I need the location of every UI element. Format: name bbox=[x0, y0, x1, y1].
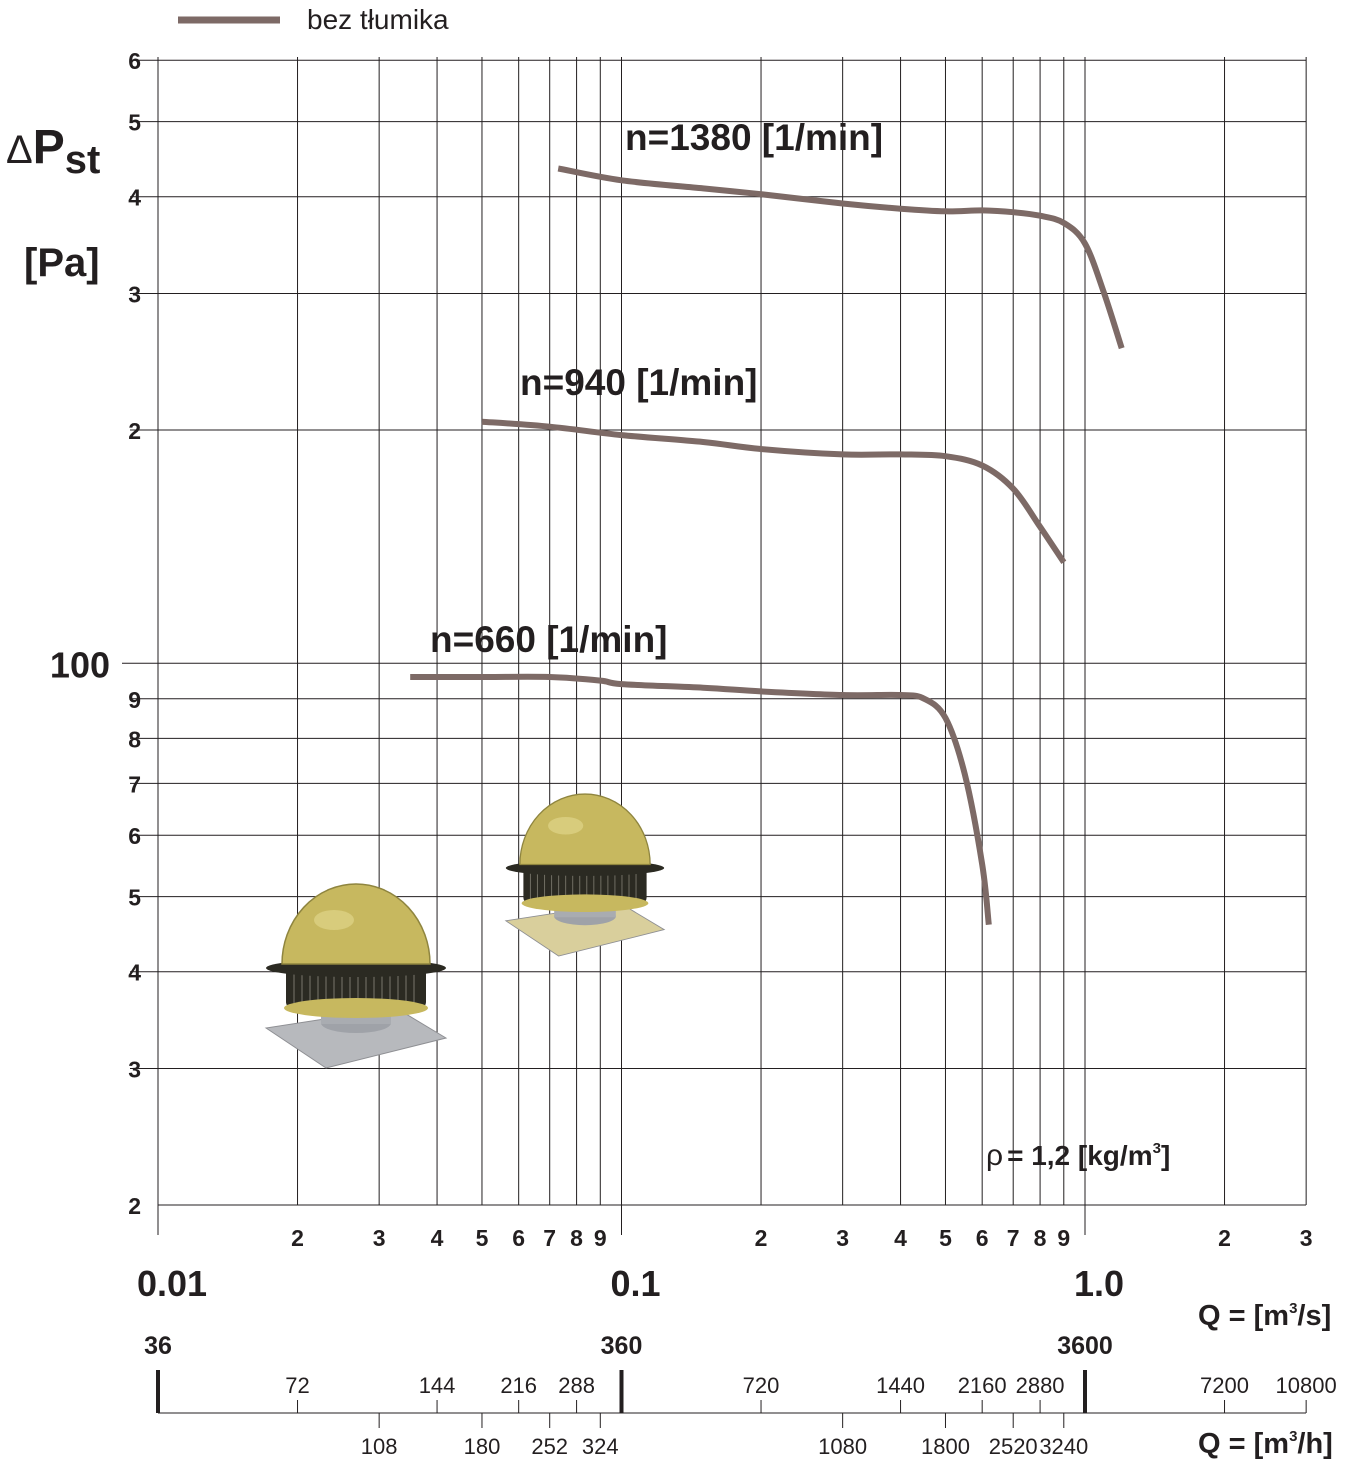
y-tick-label: 5 bbox=[128, 110, 141, 136]
y-tick-label: 4 bbox=[128, 960, 141, 986]
series-label: n=1380 [1/min] bbox=[625, 117, 883, 158]
x-major-label: 1.0 bbox=[1074, 1263, 1124, 1304]
dome-highlight bbox=[314, 910, 354, 930]
x-major-label: 0.1 bbox=[610, 1263, 660, 1304]
fan-picture-right bbox=[504, 793, 666, 957]
m3h-label: 216 bbox=[500, 1373, 537, 1398]
m3h-label: 720 bbox=[743, 1373, 780, 1398]
density-annotation: ρ = 1,2 [kg/m3] bbox=[986, 1139, 1170, 1172]
m3h-label: 2160 bbox=[958, 1373, 1007, 1398]
m3h-major-label: 3600 bbox=[1057, 1332, 1113, 1360]
m3h-label: 10800 bbox=[1276, 1373, 1337, 1398]
y-tick-label: 3 bbox=[128, 1057, 141, 1083]
m3h-label: 1800 bbox=[921, 1434, 970, 1459]
series-label: n=660 [1/min] bbox=[430, 619, 668, 660]
fan-grille bbox=[286, 968, 426, 1008]
x-tick-label: 3 bbox=[373, 1225, 386, 1251]
x-tick-label: 2 bbox=[1218, 1225, 1231, 1251]
y-axis-unit: [Pa] bbox=[24, 241, 100, 285]
series-line-0 bbox=[557, 165, 1125, 350]
m3h-label: 3240 bbox=[1039, 1434, 1088, 1459]
y-tick-label: 8 bbox=[128, 726, 141, 752]
series-line-1 bbox=[481, 418, 1067, 564]
x-tick-label: 7 bbox=[1007, 1225, 1020, 1251]
dome-highlight bbox=[548, 816, 584, 835]
m3h-label: 252 bbox=[531, 1434, 568, 1459]
m3h-label: 108 bbox=[361, 1434, 398, 1459]
y-tick-label: 6 bbox=[128, 823, 141, 849]
m3h-label: 7200 bbox=[1200, 1373, 1249, 1398]
y-tick-label: 9 bbox=[128, 687, 141, 713]
x-tick-label: 3 bbox=[836, 1225, 849, 1251]
x-tick-label: 2 bbox=[291, 1225, 304, 1251]
x-tick-label: 4 bbox=[431, 1225, 444, 1251]
y-tick-label: 2 bbox=[128, 1193, 141, 1219]
m3h-label: 1080 bbox=[818, 1434, 867, 1459]
y-tick-label: 7 bbox=[128, 771, 141, 797]
fan-lower-ring bbox=[284, 998, 428, 1018]
y-tick-label: 5 bbox=[128, 885, 141, 911]
x-tick-label: 5 bbox=[476, 1225, 489, 1251]
m3h-label: 72 bbox=[285, 1373, 309, 1398]
fan-lower-ring bbox=[521, 894, 649, 912]
chart-grid bbox=[122, 57, 1307, 1428]
y-tick-label: 4 bbox=[128, 185, 141, 211]
y-tick-label: 6 bbox=[128, 48, 141, 74]
x-axis-unit-m3s: Q = [m3/s] bbox=[1198, 1300, 1331, 1332]
x-major-label: 0.01 bbox=[137, 1263, 207, 1304]
m3h-label: 2520 bbox=[989, 1434, 1038, 1459]
fan-dome bbox=[281, 883, 431, 965]
series-line-2 bbox=[410, 673, 992, 926]
m3h-label: 1440 bbox=[876, 1373, 925, 1398]
x-tick-label: 6 bbox=[976, 1225, 989, 1251]
m3h-major-label: 36 bbox=[144, 1332, 172, 1360]
curves bbox=[410, 165, 1125, 926]
x-tick-label: 7 bbox=[543, 1225, 556, 1251]
m3h-label: 144 bbox=[419, 1373, 456, 1398]
x-tick-label: 5 bbox=[939, 1225, 952, 1251]
x-tick-label: 4 bbox=[894, 1225, 907, 1251]
fan-pictures bbox=[264, 793, 666, 1069]
series-label: n=940 [1/min] bbox=[520, 362, 758, 403]
y-axis-title: ΔPst bbox=[6, 121, 100, 182]
m3h-label: 324 bbox=[582, 1434, 619, 1459]
m3h-label: 2880 bbox=[1016, 1373, 1065, 1398]
m3h-major-label: 360 bbox=[601, 1332, 643, 1360]
y-tick-label-major: 100 bbox=[50, 644, 110, 685]
x-tick-label: 9 bbox=[1057, 1225, 1070, 1251]
y-tick-label: 2 bbox=[128, 418, 141, 444]
x-tick-label: 8 bbox=[570, 1225, 583, 1251]
y-tick-label: 3 bbox=[128, 282, 141, 308]
x-tick-label: 2 bbox=[755, 1225, 768, 1251]
fan-grille bbox=[523, 868, 647, 904]
legend-label: bez tłumika bbox=[307, 4, 449, 35]
x-tick-label: 9 bbox=[594, 1225, 607, 1251]
x-tick-label: 6 bbox=[512, 1225, 525, 1251]
x-axis-unit-m3h: Q = [m3/h] bbox=[1198, 1428, 1333, 1460]
x-tick-label: 8 bbox=[1034, 1225, 1047, 1251]
fan-dome bbox=[519, 793, 651, 866]
x-tick-label: 3 bbox=[1300, 1225, 1313, 1251]
fan-picture-left bbox=[264, 883, 448, 1069]
m3h-label: 180 bbox=[464, 1434, 501, 1459]
m3h-label: 288 bbox=[558, 1373, 595, 1398]
